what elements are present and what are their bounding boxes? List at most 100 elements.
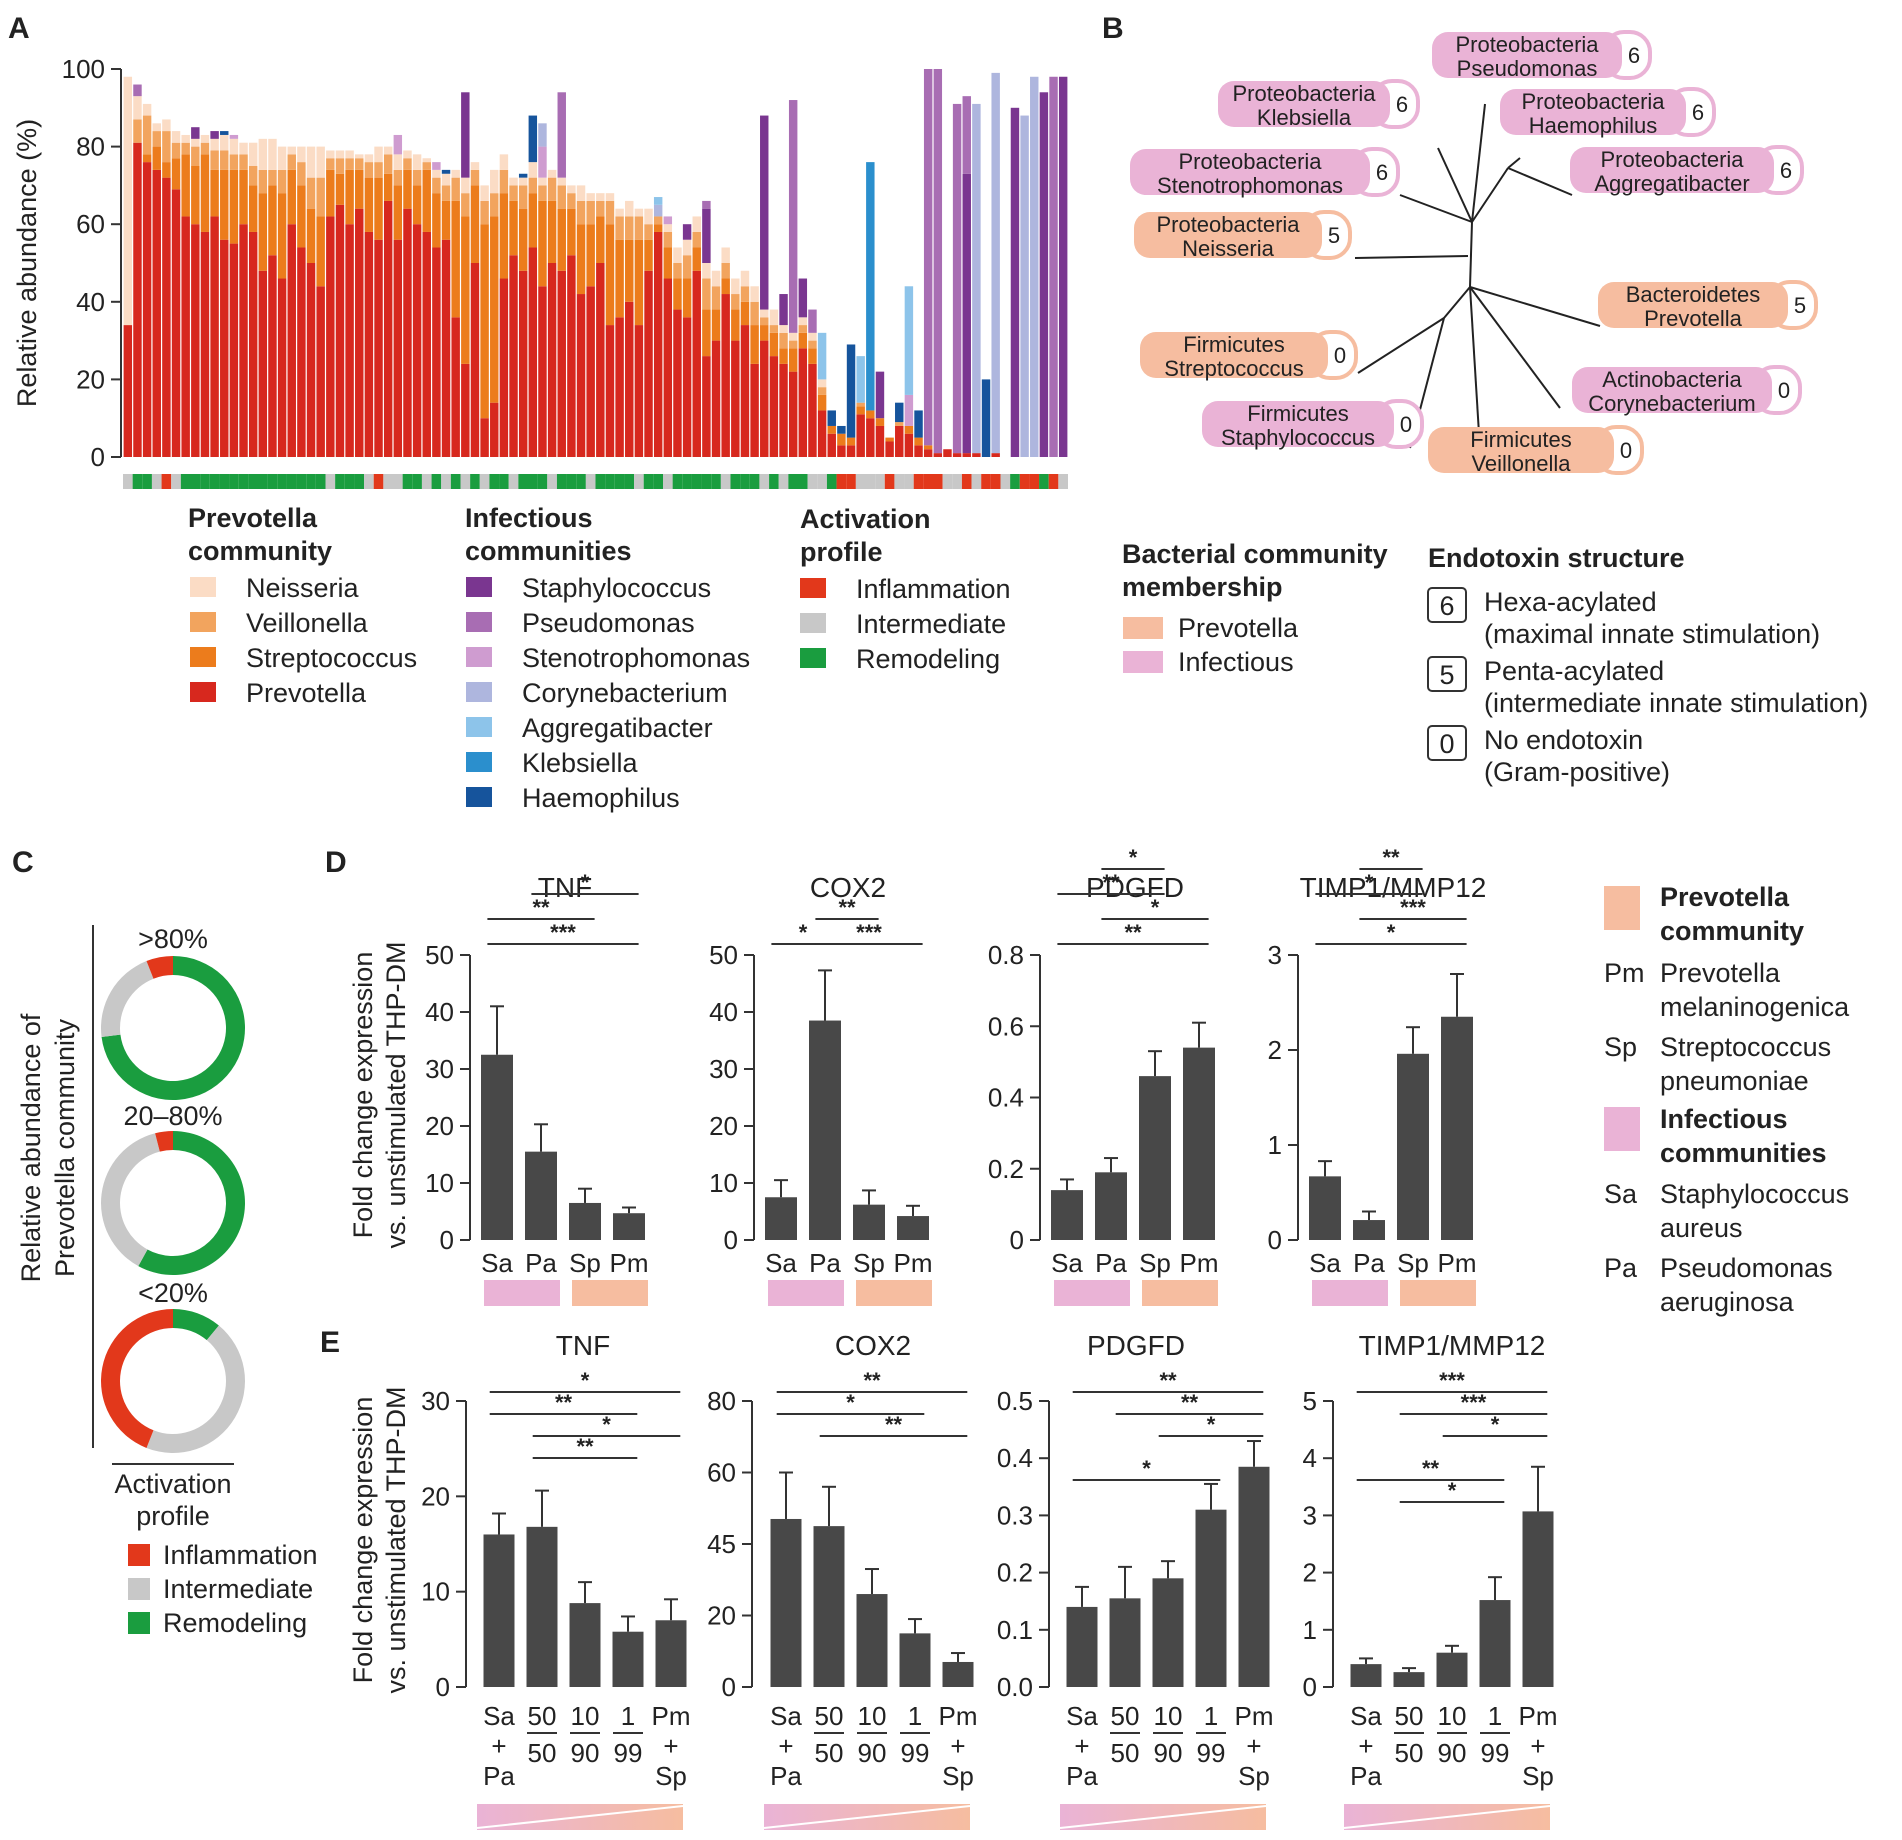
- bar-segment-streptococcus: [528, 193, 538, 248]
- bar-segment-corynebacterium: [538, 123, 547, 147]
- bar-segment-streptococcus: [904, 425, 914, 434]
- bar-segment-prevotella: [644, 270, 653, 457]
- node-genus: Klebsiella: [1257, 105, 1352, 130]
- activation-cell: [556, 474, 567, 489]
- bar-segment-prevotella: [923, 449, 933, 457]
- d-ylabel-line1: Fold change expression: [348, 952, 378, 1239]
- activation-cell: [421, 474, 432, 489]
- bar-segment-prevotella: [258, 270, 268, 457]
- bar-segment-veillonella: [355, 158, 364, 170]
- bar-segment-streptococcus: [538, 200, 547, 287]
- bar-segment-neisseria: [171, 131, 181, 143]
- bar-segment-streptococcus: [268, 185, 277, 256]
- bar-segment-veillonella: [200, 142, 210, 155]
- category-label: Sa: [1066, 1701, 1098, 1731]
- legend-label-inflammation: Inflammation: [856, 574, 1011, 604]
- tree-branch: [1399, 194, 1473, 223]
- endotoxin-count: 6: [1439, 591, 1454, 621]
- y-tick-label: 0: [722, 1672, 736, 1702]
- category-label: Sp: [569, 1248, 601, 1278]
- node-pill: [1572, 367, 1772, 413]
- bar-0: [481, 1054, 513, 1240]
- activation-cell: [740, 474, 750, 489]
- legend-swatch-intermediate: [800, 613, 826, 633]
- node-pill: [1202, 401, 1394, 447]
- bar-segment-streptococcus: [432, 193, 441, 248]
- bar-segment-prevotella: [673, 309, 682, 457]
- endotoxin-count: 5: [1439, 660, 1454, 690]
- bar-segment-stenotrophomonas: [393, 134, 403, 155]
- activation-cell: [229, 474, 239, 489]
- y-tick-label: 0: [1268, 1225, 1282, 1255]
- activation-cell: [807, 474, 818, 489]
- activation-cell: [788, 474, 798, 489]
- activation-cell: [566, 474, 577, 489]
- node-genus: Veillonella: [1471, 451, 1571, 476]
- d-legend-line2: melaninogenica: [1660, 992, 1850, 1022]
- bar-segment-streptococcus: [663, 247, 673, 279]
- bar-segment-veillonella: [268, 169, 277, 186]
- bar-segment-haemophilus: [846, 344, 856, 438]
- bar-1: [526, 1526, 558, 1687]
- bar-segment-veillonella: [181, 142, 190, 155]
- bar-segment-neisseria: [383, 146, 393, 155]
- tree-branch: [1443, 286, 1471, 319]
- bar-3: [1479, 1600, 1511, 1687]
- d-legend-abbr: Pa: [1604, 1253, 1638, 1283]
- bar-segment-neisseria: [605, 193, 615, 201]
- category-label: 50: [1111, 1701, 1140, 1731]
- endotoxin-line1: No endotoxin: [1484, 725, 1643, 755]
- bar-2: [1436, 1652, 1468, 1687]
- bar-segment-neisseria: [769, 309, 779, 326]
- bar-segment-streptococcus: [721, 278, 730, 295]
- bar-segment-neisseria: [287, 146, 296, 155]
- bar-segment-veillonella: [596, 200, 605, 217]
- bar-segment-stenotrophomonas: [904, 394, 914, 426]
- node-endotoxin-count: 5: [1328, 223, 1340, 248]
- significance-stars: *: [1365, 870, 1374, 895]
- bar-segment-prevotella: [316, 286, 325, 457]
- bar-segment-streptococcus: [364, 177, 374, 232]
- node-pill: [1428, 427, 1614, 473]
- bar-segment-veillonella: [422, 162, 431, 170]
- bar-segment-veillonella: [451, 177, 460, 201]
- activation-cell: [865, 474, 876, 489]
- bar-segment-neisseria: [297, 146, 306, 163]
- bar-segment-streptococcus: [827, 425, 836, 434]
- bar-segment-prevotella: [711, 340, 721, 457]
- y-tick-label: 100: [62, 54, 105, 84]
- bar-segment-streptococcus: [335, 173, 345, 205]
- bar-segment-neisseria: [798, 317, 808, 326]
- category-label: +: [1246, 1731, 1261, 1761]
- chart-e3: PDGFD0.00.10.20.30.40.5Sa+Pa50501090199P…: [997, 1330, 1274, 1830]
- bar-segment-neisseria: [518, 177, 528, 186]
- bar-segment-streptococcus: [441, 200, 451, 240]
- bar-segment-prevotella: [306, 263, 316, 457]
- bar-segment-streptococcus: [817, 394, 827, 411]
- bar-segment-streptococcus: [875, 418, 885, 426]
- bar-segment-streptococcus: [355, 169, 364, 209]
- bar-segment-streptococcus: [239, 169, 248, 225]
- bar-segment-streptococcus: [518, 208, 528, 271]
- bar-segment-streptococcus: [277, 193, 287, 279]
- activation-cell: [720, 474, 731, 489]
- significance-stars: **: [1422, 1456, 1440, 1481]
- category-label: 50: [528, 1738, 557, 1768]
- bar-segment-streptococcus: [142, 154, 152, 163]
- bar-segment-haemophilus: [827, 410, 836, 426]
- bar-segment-haemophilus: [441, 169, 451, 174]
- category-label: Pm: [1519, 1701, 1558, 1731]
- significance-stars: **: [555, 1390, 573, 1415]
- legend-swatch-klebsiella: [466, 752, 492, 772]
- activation-cell: [769, 474, 779, 489]
- activation-cell: [952, 474, 962, 489]
- bar-segment-staphylococcus: [875, 371, 885, 419]
- bar-segment-neisseria: [644, 208, 653, 225]
- activation-cell: [913, 474, 924, 489]
- activation-cell: [123, 474, 133, 489]
- bar-0: [483, 1534, 515, 1687]
- legend-swatch-streptococcus: [190, 647, 216, 667]
- bar-segment-prevotella: [393, 239, 403, 457]
- tree-branch: [1471, 103, 1486, 223]
